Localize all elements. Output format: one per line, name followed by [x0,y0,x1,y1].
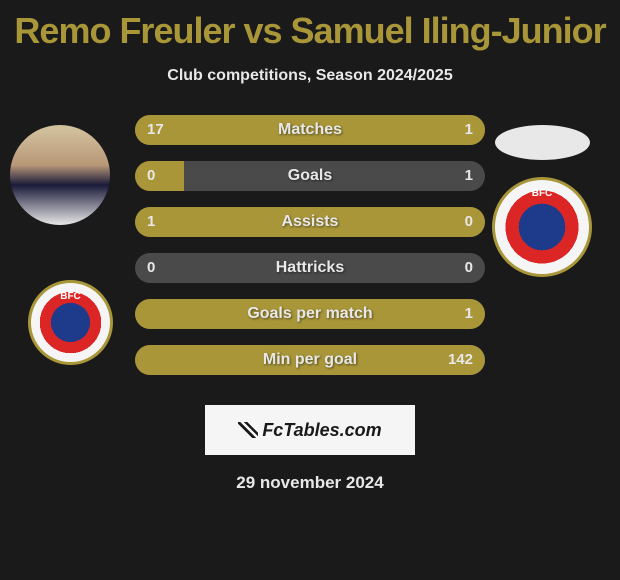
subtitle: Club competitions, Season 2024/2025 [0,67,620,85]
stat-value-right: 1 [465,299,473,329]
stat-row-assists: 1 Assists 0 [135,207,485,237]
stat-row-gpm: Goals per match 1 [135,299,485,329]
brand-icon [238,422,258,438]
stat-value-right: 0 [465,207,473,237]
comparison-area: 17 Matches 1 0 Goals 1 1 Assists 0 0 Hat… [0,115,620,395]
stat-value-right: 1 [465,115,473,145]
stats-container: 17 Matches 1 0 Goals 1 1 Assists 0 0 Hat… [135,115,485,391]
brand-box: FcTables.com [205,405,415,455]
stat-label: Hattricks [135,253,485,283]
club-logo-right [492,177,592,277]
player-photo-right [495,125,590,160]
date-text: 29 november 2024 [0,473,620,493]
stat-row-goals: 0 Goals 1 [135,161,485,191]
stat-label: Goals [135,161,485,191]
stat-label: Goals per match [135,299,485,329]
player-photo-left [10,125,110,225]
brand-text: FcTables.com [262,420,381,441]
stat-value-right: 0 [465,253,473,283]
stat-row-mpg: Min per goal 142 [135,345,485,375]
stat-row-matches: 17 Matches 1 [135,115,485,145]
stat-row-hattricks: 0 Hattricks 0 [135,253,485,283]
page-title: Remo Freuler vs Samuel Iling-Junior [0,0,620,52]
stat-label: Assists [135,207,485,237]
stat-label: Matches [135,115,485,145]
club-logo-left [28,280,113,365]
stat-value-right: 142 [448,345,473,375]
stat-value-right: 1 [465,161,473,191]
stat-label: Min per goal [135,345,485,375]
